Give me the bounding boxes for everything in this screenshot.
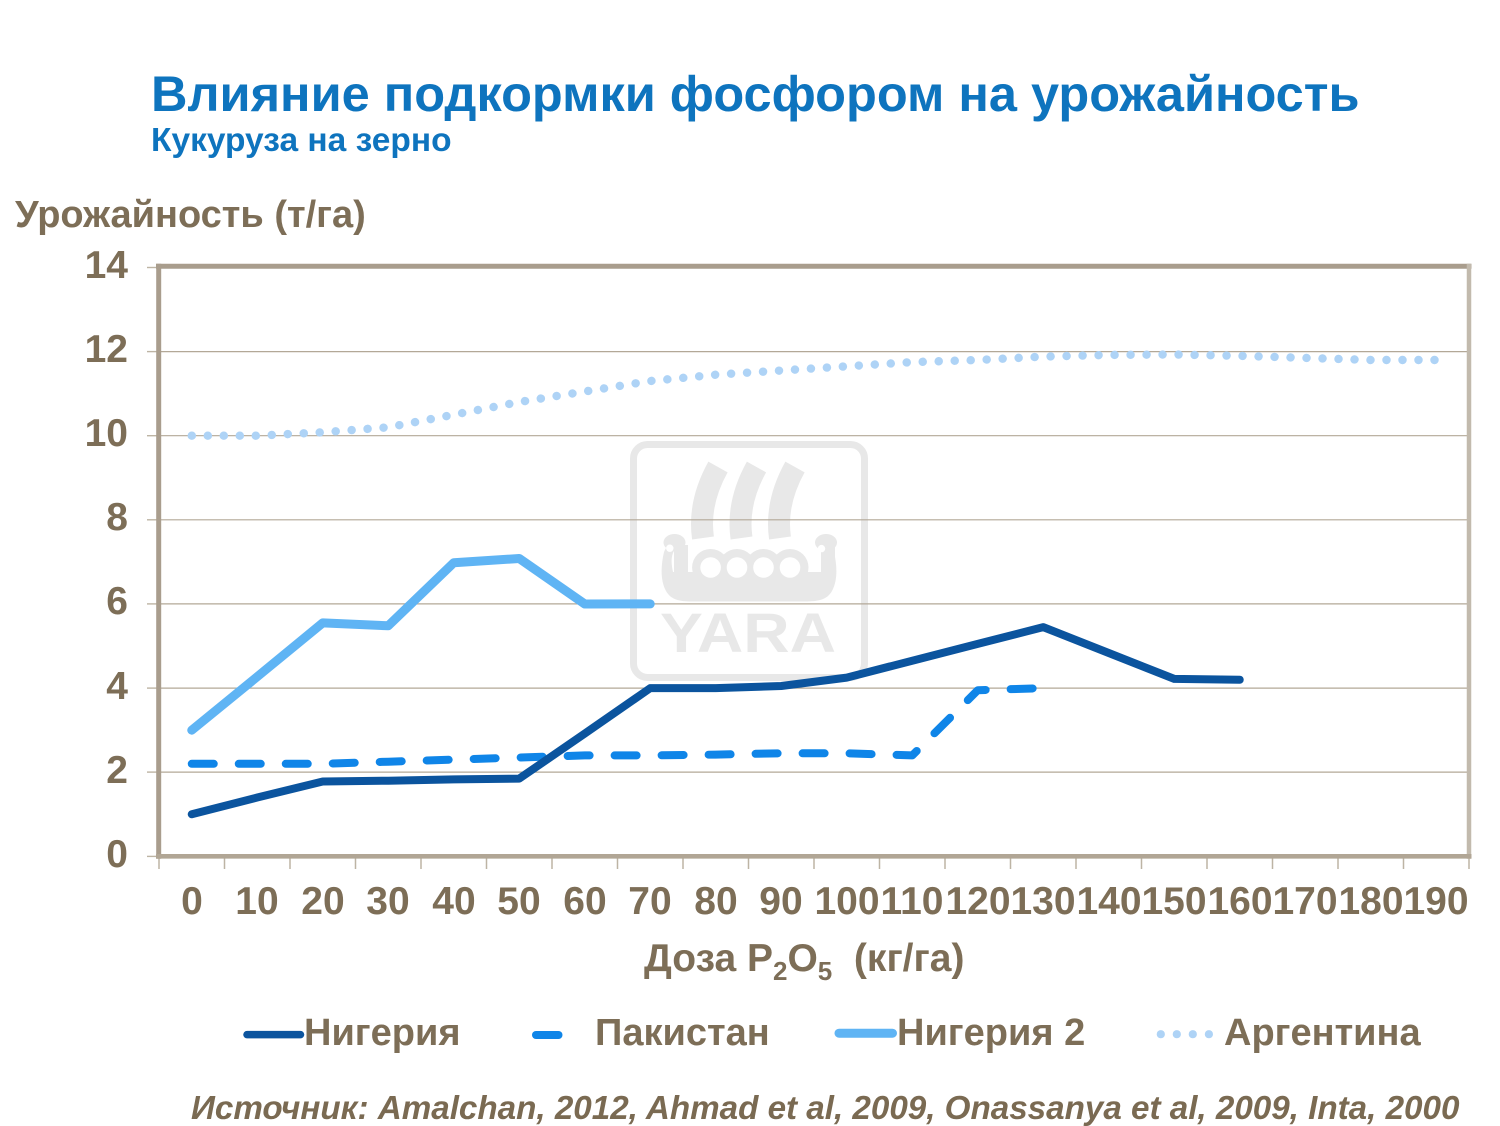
svg-text:YARA: YARA [660, 601, 836, 664]
